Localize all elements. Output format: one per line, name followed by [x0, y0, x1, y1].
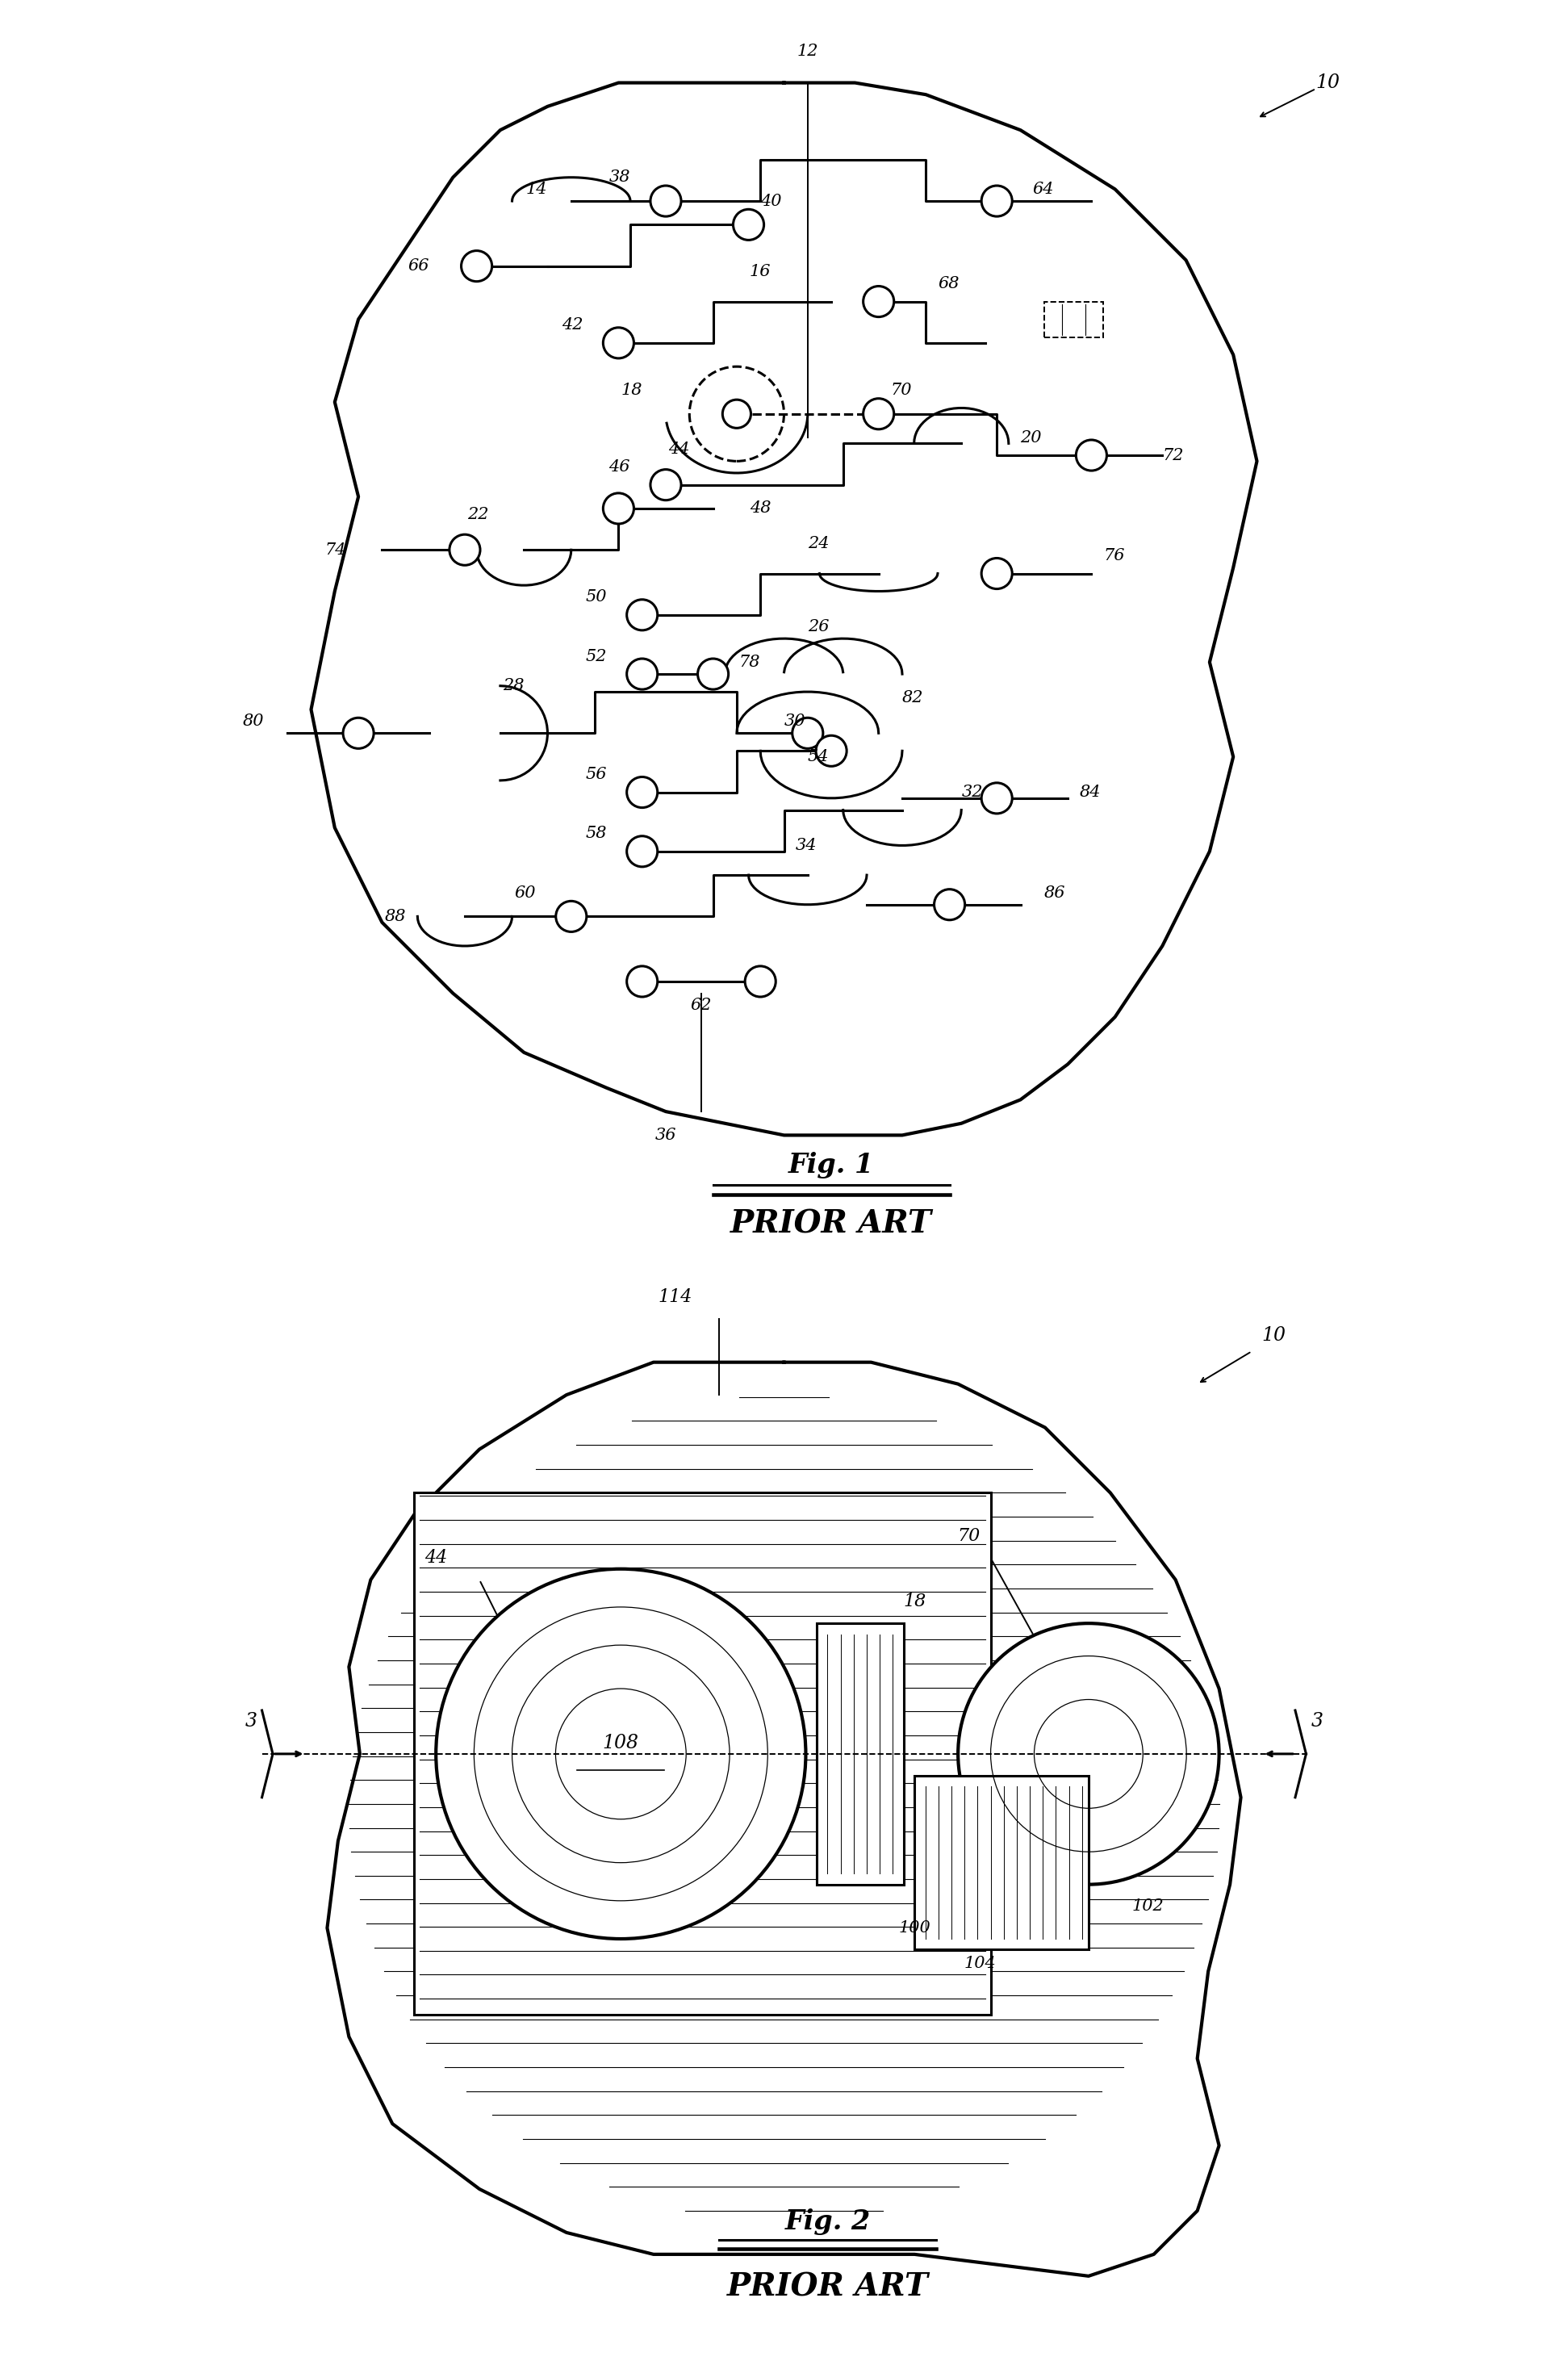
Text: 48: 48 [750, 501, 771, 516]
Bar [414, 1492, 991, 2015]
Text: 64: 64 [1032, 182, 1054, 196]
Text: 16: 16 [750, 265, 771, 279]
Text: 60: 60 [514, 885, 536, 901]
Circle shape [982, 558, 1013, 589]
Text: 70: 70 [891, 383, 911, 397]
Circle shape [1076, 440, 1107, 471]
Circle shape [815, 736, 847, 766]
Text: 66: 66 [408, 258, 430, 274]
Text: 42: 42 [561, 317, 583, 333]
Text: 12: 12 [797, 45, 818, 59]
Circle shape [723, 400, 751, 428]
Text: 3: 3 [245, 1712, 257, 1731]
Text: 22: 22 [467, 506, 489, 523]
Circle shape [436, 1568, 806, 1939]
Circle shape [627, 837, 657, 868]
Circle shape [935, 889, 964, 920]
Text: 76: 76 [1104, 549, 1124, 563]
Text: 44: 44 [425, 1549, 447, 1568]
Circle shape [958, 1622, 1218, 1885]
Text: 50: 50 [585, 589, 607, 605]
Circle shape [604, 326, 633, 357]
Circle shape [627, 601, 657, 631]
Text: 88: 88 [384, 908, 406, 925]
Text: 72: 72 [1162, 447, 1184, 464]
Circle shape [343, 719, 373, 750]
Text: Fig. 1: Fig. 1 [789, 1152, 875, 1178]
Text: 32: 32 [961, 785, 983, 799]
Text: 80: 80 [243, 714, 263, 728]
Text: 44: 44 [668, 442, 690, 456]
Bar [914, 1776, 1088, 1949]
Circle shape [604, 492, 633, 523]
Text: 26: 26 [808, 620, 829, 634]
Text: 18: 18 [621, 383, 643, 397]
Text: 30: 30 [784, 714, 806, 728]
Text: 38: 38 [608, 170, 630, 184]
Circle shape [864, 286, 894, 317]
Circle shape [792, 719, 823, 750]
Text: 82: 82 [902, 691, 924, 705]
Text: 18: 18 [903, 1592, 927, 1611]
Text: 104: 104 [964, 1956, 996, 1972]
Circle shape [864, 397, 894, 430]
Circle shape [651, 187, 681, 218]
Text: 34: 34 [797, 837, 817, 854]
Bar [1044, 300, 1104, 336]
Circle shape [982, 187, 1013, 218]
Circle shape [627, 776, 657, 809]
Text: 56: 56 [585, 766, 607, 783]
Text: 3: 3 [1311, 1712, 1323, 1731]
Text: 74: 74 [325, 542, 347, 558]
Text: 102: 102 [1132, 1899, 1163, 1913]
Text: 40: 40 [760, 194, 782, 208]
Text: 28: 28 [502, 679, 524, 693]
Text: 84: 84 [1079, 785, 1101, 799]
Circle shape [745, 965, 776, 998]
Text: 86: 86 [1044, 885, 1066, 901]
Circle shape [734, 208, 764, 241]
Text: 54: 54 [808, 750, 829, 764]
Text: 52: 52 [585, 648, 607, 665]
Text: 24: 24 [808, 537, 829, 551]
Text: 10: 10 [1316, 73, 1341, 92]
Text: PRIOR ART: PRIOR ART [731, 1209, 931, 1239]
Circle shape [982, 783, 1013, 814]
Text: 70: 70 [958, 1528, 980, 1544]
Circle shape [555, 901, 586, 932]
Text: 78: 78 [739, 655, 760, 669]
Text: 62: 62 [690, 998, 712, 1012]
Circle shape [461, 251, 492, 281]
Text: 68: 68 [938, 277, 960, 291]
Circle shape [698, 660, 729, 691]
Text: 46: 46 [608, 459, 630, 475]
Circle shape [651, 468, 681, 501]
Text: 20: 20 [1021, 430, 1041, 445]
Text: 58: 58 [585, 825, 607, 842]
Text: 14: 14 [527, 182, 547, 196]
Circle shape [627, 660, 657, 691]
Text: 108: 108 [602, 1734, 640, 1752]
Text: 100: 100 [898, 1920, 930, 1935]
Bar [817, 1622, 903, 1885]
Circle shape [450, 534, 480, 565]
Text: PRIOR ART: PRIOR ART [726, 2273, 928, 2301]
Circle shape [627, 965, 657, 998]
Text: Fig. 2: Fig. 2 [784, 2209, 870, 2235]
Text: 114: 114 [659, 1289, 693, 1305]
Text: 36: 36 [655, 1128, 676, 1142]
Text: 10: 10 [1261, 1327, 1286, 1346]
